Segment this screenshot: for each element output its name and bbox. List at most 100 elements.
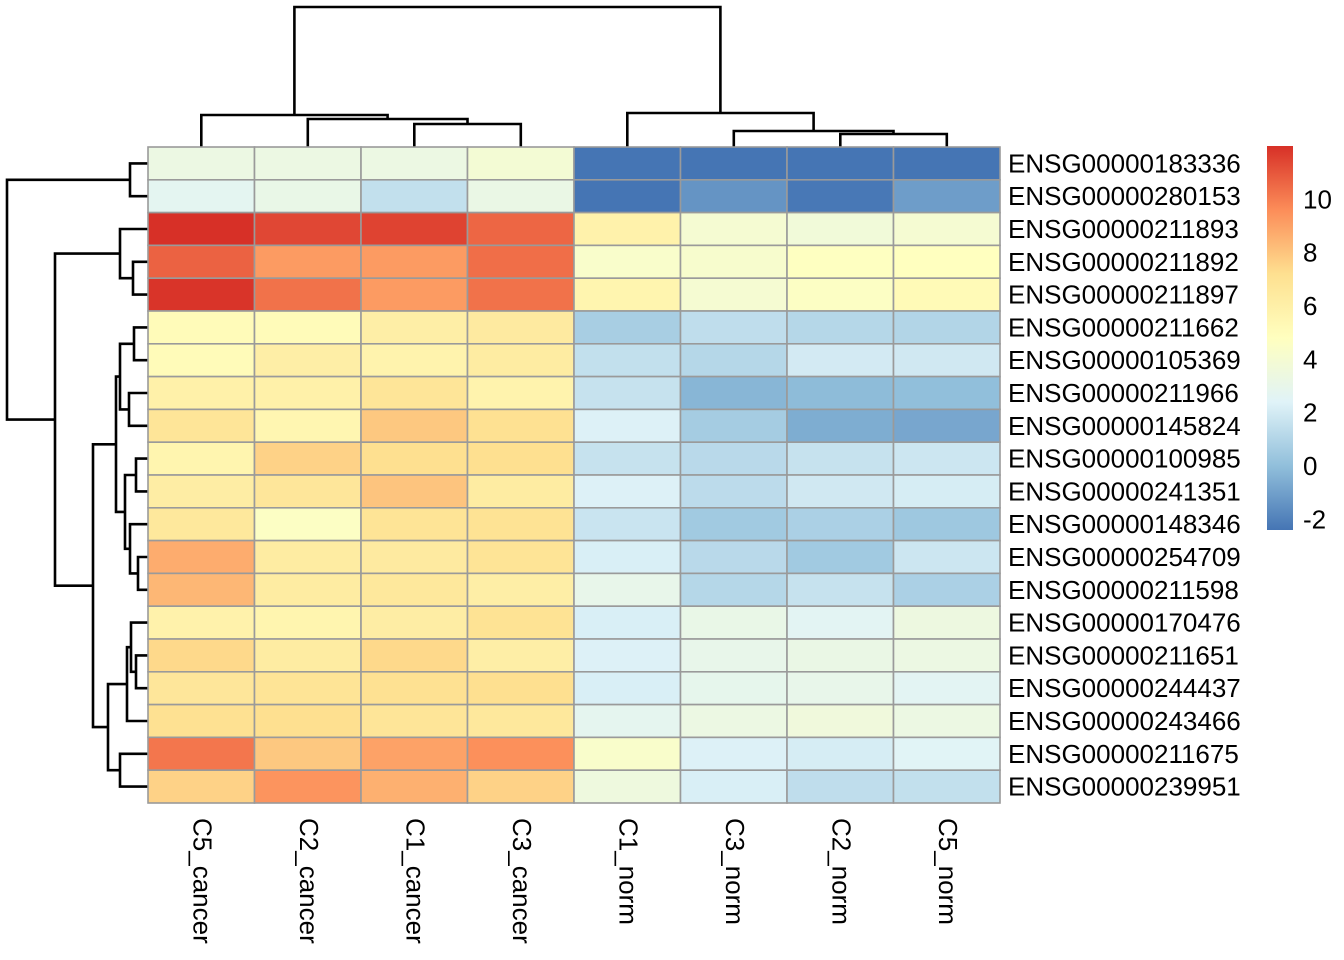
heatmap-cell (573, 179, 682, 214)
heatmap-cell (253, 736, 362, 772)
dendrogram-link (131, 260, 148, 296)
heatmap-cell (360, 244, 469, 279)
legend-tick-label: 10 (1303, 184, 1332, 214)
color-legend: 10 8 6 4 2 0 -2 (1267, 146, 1332, 534)
heatmap-cell (360, 638, 469, 673)
heatmap-cell (147, 211, 256, 247)
heatmap-cell (253, 342, 362, 378)
heatmap-cell (679, 211, 788, 247)
heatmap-cell (679, 506, 788, 542)
row-dendrogram (5, 162, 148, 788)
heatmap-cell (786, 211, 895, 247)
heatmap-cell (466, 506, 575, 542)
heatmap-cell (360, 670, 469, 706)
heatmap-cell (466, 539, 575, 575)
dendrogram-link (5, 178, 130, 421)
legend-tick-label: 0 (1303, 451, 1317, 481)
heatmap-cell (147, 277, 256, 312)
heatmap-cell (253, 244, 362, 279)
heatmap-cell (786, 342, 895, 378)
heatmap-cell (466, 179, 575, 214)
heatmap-cell (892, 605, 1001, 640)
row-label: ENSG00000211651 (1008, 640, 1239, 670)
heatmap-cell (360, 572, 469, 608)
heatmap-cell (892, 638, 1001, 673)
heatmap-cell (573, 342, 682, 378)
heatmap-cell (786, 375, 895, 411)
row-label: ENSG00000244437 (1008, 673, 1241, 703)
dendrogram-link (293, 5, 722, 115)
legend-tick-label: 2 (1303, 398, 1317, 428)
heatmap-cell (360, 277, 469, 312)
row-label: ENSG00000211893 (1008, 214, 1239, 244)
column-label: C2_norm (826, 818, 856, 925)
heatmap-cell (360, 605, 469, 640)
heatmap-cell (786, 506, 895, 542)
heatmap-cell (573, 736, 682, 772)
dendrogram-link (134, 654, 148, 690)
heatmap-cell (679, 670, 788, 706)
heatmap-cell (147, 342, 256, 378)
heatmap-cell (679, 342, 788, 378)
dendrogram-link (118, 752, 148, 788)
heatmap-cell (360, 539, 469, 575)
heatmap-cell (147, 605, 256, 640)
heatmap-cell (679, 179, 788, 214)
column-label: C2_cancer (294, 818, 324, 944)
heatmap-cell (466, 342, 575, 378)
heatmap-cell (786, 474, 895, 509)
column-label: C3_norm (720, 818, 750, 925)
legend-tick-label: 8 (1303, 238, 1317, 268)
heatmap-cell (360, 179, 469, 214)
heatmap-cell (253, 211, 362, 247)
heatmap-cell (892, 506, 1001, 542)
dendrogram-link (128, 162, 148, 198)
heatmap-cell (892, 408, 1001, 443)
dendrogram-link (132, 326, 148, 362)
row-label: ENSG00000211897 (1008, 280, 1239, 310)
heatmap-cell (892, 179, 1001, 214)
heatmap-cell (679, 277, 788, 312)
heatmap-cell (466, 408, 575, 443)
legend-tick-label: -2 (1303, 504, 1326, 534)
heatmap-cell (253, 441, 362, 476)
heatmap-cell (147, 375, 256, 411)
heatmap-cell (679, 375, 788, 411)
heatmap-grid (147, 146, 1001, 804)
heatmap-cell (147, 769, 256, 804)
heatmap-cell (466, 736, 575, 772)
heatmap-cell (466, 310, 575, 345)
heatmap-cell (679, 736, 788, 772)
heatmap-cell (892, 441, 1001, 476)
row-label: ENSG00000145824 (1008, 411, 1241, 441)
row-label: ENSG00000170476 (1008, 608, 1241, 638)
dendrogram-link (839, 132, 949, 147)
heatmap-cell (253, 375, 362, 411)
heatmap-cell (786, 670, 895, 706)
heatmap-cell (679, 441, 788, 476)
dendrogram-link (118, 342, 134, 411)
heatmap-cell (786, 769, 895, 804)
heatmap-cell (466, 211, 575, 247)
heatmap-cell (573, 506, 682, 542)
heatmap-cell (253, 277, 362, 312)
heatmap-cell (573, 441, 682, 476)
dendrogram-link (129, 621, 148, 674)
row-label: ENSG00000239951 (1008, 772, 1241, 802)
heatmap-cell (147, 179, 256, 214)
column-dendrogram (200, 5, 949, 147)
heatmap-cell (253, 572, 362, 608)
heatmap-cell (892, 736, 1001, 772)
heatmap-cell (253, 605, 362, 640)
row-labels: ENSG00000183336ENSG00000280153ENSG000002… (1008, 148, 1241, 801)
row-label: ENSG00000211662 (1008, 312, 1239, 342)
heatmap-cell (892, 211, 1001, 247)
heatmap-cell (147, 572, 256, 608)
heatmap-cell (892, 572, 1001, 608)
dendrogram-link (53, 252, 120, 587)
heatmap-cell (466, 375, 575, 411)
heatmap-cell (466, 703, 575, 739)
dendrogram-link (106, 682, 127, 772)
heatmap-cell (786, 703, 895, 739)
heatmap-cell (360, 375, 469, 411)
